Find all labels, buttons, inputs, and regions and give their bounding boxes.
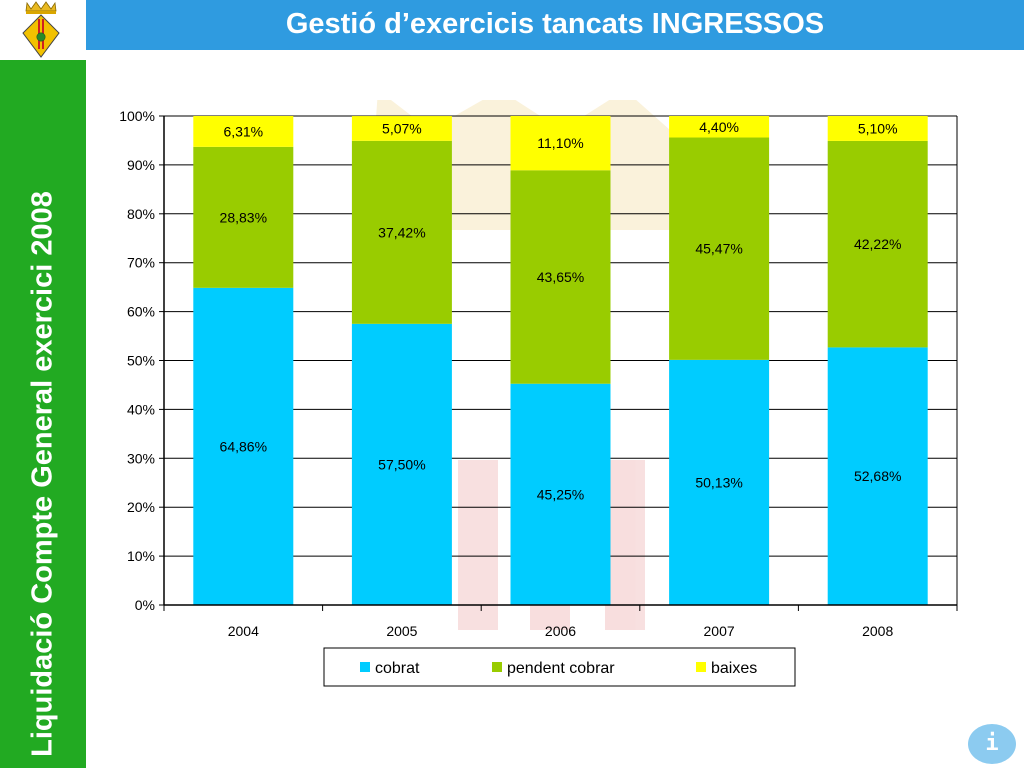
data-label: 11,10%: [537, 135, 583, 151]
data-label: 64,86%: [220, 438, 267, 454]
y-tick-label: 30%: [127, 450, 155, 466]
legend-label: cobrat: [375, 660, 420, 677]
legend-swatch: [696, 662, 706, 672]
info-icon: i: [985, 731, 999, 756]
coat-of-arms-icon: [22, 1, 60, 58]
logo: [0, 0, 86, 60]
data-label: 4,40%: [699, 119, 739, 135]
bar-segment: [827, 347, 928, 605]
x-tick-label: 2005: [386, 623, 417, 639]
bar-segment: [669, 137, 770, 360]
bar-segment: [827, 140, 928, 348]
sidebar-title: Liquidació Compte General exercici 2008: [26, 191, 59, 757]
y-tick-label: 90%: [127, 157, 155, 173]
data-label: 43,65%: [537, 269, 584, 285]
data-label: 42,22%: [854, 236, 901, 252]
bar-segment: [669, 359, 770, 605]
legend-box: [323, 647, 796, 687]
y-tick-label: 80%: [127, 206, 155, 222]
data-label: 37,42%: [378, 224, 425, 240]
bar-segment: [510, 116, 611, 171]
data-label: 45,47%: [695, 241, 742, 257]
y-tick-label: 20%: [127, 499, 155, 515]
page-title: Gestió d’exercicis tancats INGRESSOS: [285, 8, 825, 40]
y-tick-label: 40%: [127, 401, 155, 417]
bar-segment: [193, 146, 294, 288]
legend: cobrat pendent cobrar baixes: [323, 647, 796, 687]
axes: 0% 10% 20% 30% 40% 50% 60% 70% 80% 90% 100% 2004 200…: [119, 108, 958, 639]
legend-swatch: [492, 662, 502, 672]
bar-segment: [351, 323, 452, 605]
x-tick-label: 2006: [545, 623, 576, 639]
y-tick-label: 0%: [135, 597, 155, 613]
data-label: 57,50%: [378, 456, 425, 472]
bar-segment: [193, 116, 294, 147]
legend-swatch: [360, 662, 370, 672]
data-label: 6,31%: [223, 123, 263, 139]
header-bar: [86, 0, 1024, 50]
data-label: 50,13%: [695, 474, 742, 490]
info-button[interactable]: i: [968, 724, 1016, 764]
bar-segment: [510, 170, 611, 384]
data-label: 52,68%: [854, 468, 901, 484]
x-tick-label: 2004: [228, 623, 259, 639]
stacked-bar-chart: 64,86% 28,83% 6,31% 57,50% 37,42% 5,07% 45,25%…: [119, 100, 958, 687]
y-tick-label: 60%: [127, 304, 155, 320]
y-tick-label: 100%: [119, 108, 155, 124]
legend-label: baixes: [711, 660, 757, 677]
bars: 64,86% 28,83% 6,31% 57,50% 37,42% 5,07% 45,25%…: [193, 116, 928, 605]
bar-segment: [193, 287, 294, 605]
y-tick-label: 50%: [127, 353, 155, 369]
bar-segment: [351, 140, 452, 324]
legend-label: pendent cobrar: [507, 660, 615, 677]
data-label: 45,25%: [537, 486, 584, 502]
bar-segment: [510, 383, 611, 605]
bar-segment: [351, 116, 452, 141]
data-label: 28,83%: [220, 209, 267, 225]
bar-segment: [827, 116, 928, 141]
x-tick-label: 2008: [862, 623, 893, 639]
data-label: 5,07%: [382, 120, 422, 136]
y-tick-label: 70%: [127, 255, 155, 271]
y-tick-label: 10%: [127, 548, 155, 564]
sidebar: Liquidació Compte General exercici 2008: [0, 60, 86, 768]
x-tick-label: 2007: [704, 623, 735, 639]
data-label: 5,10%: [858, 120, 898, 136]
bar-segment: [669, 116, 770, 138]
